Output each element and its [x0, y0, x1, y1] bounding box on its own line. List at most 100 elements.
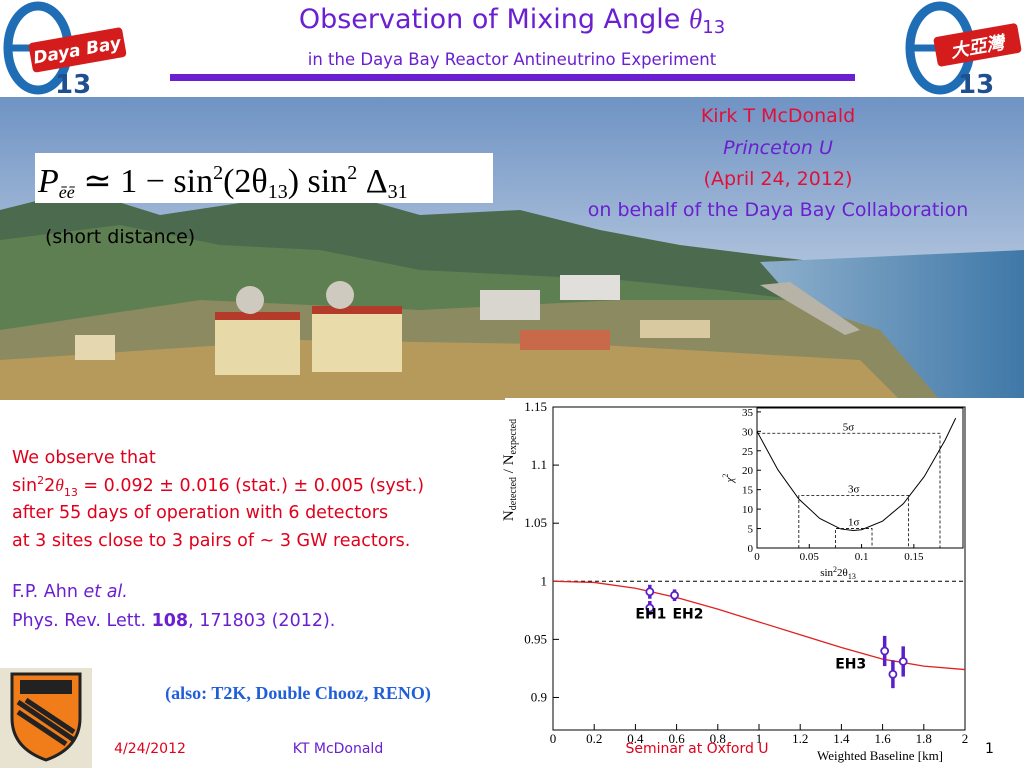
inset-frame	[756, 407, 964, 549]
data-point	[898, 657, 908, 666]
inset-x-tick-label: 0.05	[800, 551, 820, 563]
photo	[0, 97, 1024, 400]
author-affiliation: Princeton U	[723, 137, 833, 159]
y-tick-label: 0.95	[524, 631, 547, 646]
formula-part: 31	[388, 181, 408, 203]
inset-y-tick-label: 5	[748, 524, 754, 536]
sigma-label: 5σ	[843, 421, 855, 433]
x-tick-label: 1.6	[874, 731, 891, 746]
formula-part: (2θ	[223, 163, 268, 200]
x-tick-label: 0	[550, 731, 557, 746]
inset-y-tick-label: 10	[742, 504, 754, 516]
body-line: at 3 sites close to 3 pairs of ~ 3 GW re…	[12, 531, 410, 551]
body: We observe that sin22θ13 = 0.092 ± 0.016…	[12, 448, 424, 631]
sigma-box	[798, 495, 910, 548]
ref-part: Phys. Rev. Lett.	[12, 611, 152, 631]
formula-part: 2	[213, 162, 223, 184]
title-symbol: θ	[689, 4, 702, 34]
footer-venue: Seminar at Oxford U	[625, 741, 768, 757]
body-part: = 0.092 ± 0.016 (stat.) ± 0.005 (syst.)	[78, 476, 424, 496]
author-collab: on behalf of the Daya Bay Collaboration	[588, 199, 969, 221]
x-axis-label: Weighted Baseline [km]	[817, 748, 943, 763]
x-tick-label: 1.8	[916, 731, 932, 746]
body-part: 2	[44, 476, 55, 496]
formula-part: Δ	[357, 163, 387, 200]
also-note: (also: T2K, Double Chooz, RENO)	[165, 683, 431, 704]
reference-line: F.P. Ahn et al.	[12, 582, 128, 602]
ref-part: F.P. Ahn	[12, 582, 84, 602]
sigma-box	[835, 528, 873, 548]
data-point	[645, 603, 655, 613]
inset-x-tick-label: 0	[754, 551, 760, 563]
inset-y-tick-label: 20	[742, 465, 754, 477]
hall-label: EH3	[835, 656, 866, 672]
inset-y-label-part: 2	[721, 474, 730, 478]
y-tick-label: 1	[541, 573, 548, 588]
formula-part: ēē	[59, 182, 76, 202]
hall-label: EH1	[635, 606, 666, 622]
inset-y-tick-label: 25	[742, 446, 754, 458]
body-part: sin	[12, 476, 37, 496]
hall-label: EH2	[672, 606, 703, 622]
y-axis-label-part: / N	[501, 454, 517, 477]
inset-y-tick-label: 0	[748, 543, 754, 555]
inset-y-label-part: χ	[724, 476, 736, 483]
x-tick-label: 0.6	[668, 731, 685, 746]
body-part: 13	[64, 486, 78, 499]
inset-x-label-part: 2θ	[837, 567, 848, 579]
body-line: We observe that	[12, 448, 156, 468]
ref-part: et al.	[84, 582, 128, 602]
inset-x-label-part: 13	[848, 572, 856, 581]
formula-part: ≃ 1 − sin	[75, 163, 213, 200]
title-rule	[170, 74, 855, 81]
formula-note: (short distance)	[45, 226, 195, 248]
chi2-curve	[756, 417, 957, 532]
inset-y-tick-label: 15	[742, 485, 754, 497]
data-point	[645, 587, 655, 597]
logo-number: 13	[55, 70, 91, 100]
x-tick-label: 1.2	[792, 731, 808, 746]
sigma-label: 1σ	[848, 517, 860, 529]
title-subscript: 13	[702, 17, 725, 38]
sigma-box	[756, 432, 941, 548]
y-axis-label-part: N	[501, 510, 517, 521]
reference-line: Phys. Rev. Lett. 108, 171803 (2012).	[12, 611, 335, 631]
title: Observation of Mixing Angle θ13	[299, 4, 725, 38]
data-point	[880, 646, 890, 656]
body-part: θ	[55, 475, 64, 495]
sigma-label: 3σ	[848, 484, 860, 496]
footer-author: KT McDonald	[293, 741, 383, 757]
title-text: Observation of Mixing Angle	[299, 4, 689, 35]
formula-box	[35, 153, 493, 203]
logo-number: 13	[958, 70, 994, 100]
body-line: sin22θ13 = 0.092 ± 0.016 (stat.) ± 0.005…	[12, 474, 424, 499]
logo-right: 大亞灣 13	[905, 1, 1022, 100]
formula: Pēē ≃ 1 − sin2(2θ13) sin2 Δ31	[37, 162, 408, 203]
y-tick-label: 1.05	[524, 515, 547, 530]
ref-part: 108	[152, 611, 189, 631]
inset-x-tick-label: 0.15	[904, 551, 924, 563]
data-point	[670, 590, 679, 600]
author-date: (April 24, 2012)	[704, 168, 853, 190]
footer-date: 4/24/2012	[114, 741, 186, 757]
subtitle: in the Daya Bay Reactor Antineutrino Exp…	[308, 50, 717, 69]
y-tick-label: 0.9	[531, 689, 547, 704]
inset-y-label: χ2	[721, 474, 736, 484]
x-tick-label: 2	[962, 731, 969, 746]
y-tick-label: 1.15	[524, 399, 547, 414]
inset-y-tick-label: 30	[742, 426, 754, 438]
data-point	[888, 669, 898, 679]
y-axis-label: Ndetected / Nexpected	[501, 419, 519, 521]
page-number: 1	[985, 741, 994, 757]
inset-x-label-part: sin	[820, 567, 833, 579]
formula-part: 2	[347, 162, 357, 184]
y-axis-label-part: detected	[508, 477, 519, 510]
x-tick-label: 0.8	[710, 731, 726, 746]
y-axis-label-part: expected	[508, 419, 519, 455]
inset-x-label-part: 2	[833, 565, 837, 574]
princeton-shield	[0, 668, 92, 768]
ref-part: , 171803 (2012).	[188, 611, 335, 631]
model-curve	[552, 580, 966, 671]
x-tick-label: 1.4	[833, 731, 850, 746]
